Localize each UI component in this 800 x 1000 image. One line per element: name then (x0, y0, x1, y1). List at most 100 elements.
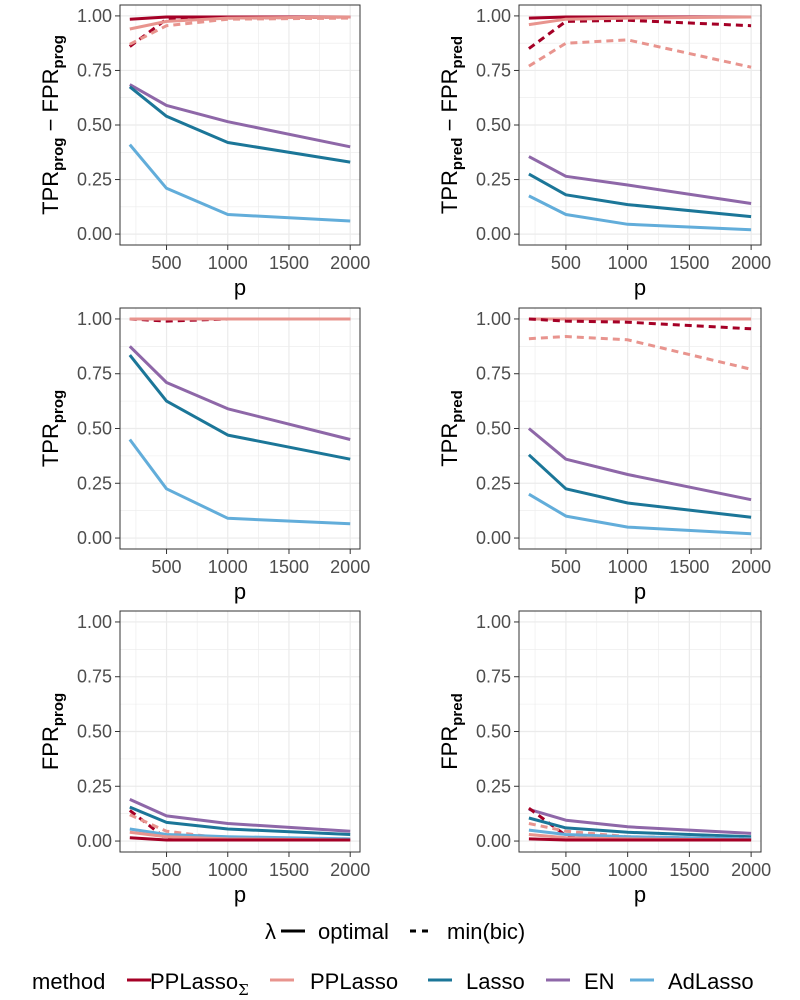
x-tick-label: 2000 (731, 253, 771, 273)
y-tick-label: 0.50 (476, 722, 511, 742)
legend-lambda-title: λ (265, 919, 276, 944)
series-en-optimal (528, 807, 752, 835)
y-tick-label: 0.00 (476, 831, 511, 851)
x-tick-label: 500 (152, 860, 182, 880)
y-label-subscript: prog (50, 138, 67, 171)
series-pplasso-optimal (528, 15, 752, 27)
x-axis-label: p (234, 882, 246, 907)
legend-method: method PPLassoΣ PPLasso Lasso EN AdLasso (32, 969, 754, 999)
legend-label-en: EN (584, 969, 615, 994)
series-en-optimal (527, 427, 752, 502)
series-lasso-optimal (128, 85, 351, 164)
y-tick-label: 0.00 (476, 224, 511, 244)
y-label-text: − FPR (437, 68, 462, 137)
y-axis-label: TPRpred − FPRpred (437, 36, 466, 214)
y-tick-label: 0.75 (476, 667, 511, 687)
panel-fpr-pred: 0.00 0.25 0.50 0.75 1.00 500 1000 1500 2000 p FPRp… (437, 610, 771, 907)
y-tick-label: 0.75 (77, 364, 112, 384)
x-tick-label: 1000 (608, 253, 648, 273)
x-tick-label: 1500 (669, 860, 709, 880)
y-tick-label: 0.75 (476, 364, 511, 384)
series-lasso-optimal (128, 354, 351, 461)
y-axis-label: TPRprog (38, 390, 67, 467)
series-lasso-optimal (528, 172, 752, 219)
y-label-text: TPR (437, 423, 462, 467)
series-adlasso-optimal (128, 143, 351, 223)
x-tick-label: 1500 (269, 860, 309, 880)
y-axis-label: TPRpred (437, 390, 466, 467)
y-label-subscript: prog (50, 390, 67, 423)
y-tick-label: 0.75 (476, 60, 511, 80)
x-tick-label: 2000 (731, 860, 771, 880)
y-axis-label: FPRprog (38, 693, 67, 770)
y-label-subscript: prog (50, 35, 67, 68)
y-tick-label: 0.00 (476, 528, 511, 548)
y-tick-label: 1.00 (77, 6, 112, 26)
x-tick-label: 2000 (330, 253, 370, 273)
y-tick-label: 0.25 (476, 170, 511, 190)
x-tick-label: 1500 (669, 253, 709, 273)
series-adlasso-optimal (528, 492, 752, 536)
legend-label-text: PPLasso (150, 969, 238, 994)
series-en-optimal (129, 83, 351, 149)
series-lasso-optimal (129, 805, 351, 836)
legend-label-text: EN (584, 969, 615, 994)
panel-tpr-prog: 0.00 0.25 0.50 0.75 1.00 500 1000 1500 2000 p TPRp… (38, 307, 370, 604)
y-label-text: FPR (437, 726, 462, 770)
y-tick-label: 0.50 (77, 115, 112, 135)
y-label-text: TPR (38, 171, 63, 215)
y-tick-label: 0.25 (476, 776, 511, 796)
y-tick-label: 0.75 (77, 667, 112, 687)
y-tick-label: 0.25 (476, 473, 511, 493)
series-pplasso-optimal (129, 15, 351, 31)
y-tick-label: 1.00 (476, 612, 511, 632)
y-tick-label: 1.00 (77, 612, 112, 632)
series-en-optimal (128, 345, 351, 441)
legend-label-pplasso: PPLasso (310, 969, 398, 994)
panel-fpr-prog: 0.00 0.25 0.50 0.75 1.00 500 1000 1500 2000 p FPRp… (38, 610, 370, 907)
y-label-text: TPR (38, 423, 63, 467)
y-tick-label: 0.25 (77, 776, 112, 796)
x-tick-label: 1500 (269, 253, 309, 273)
y-label-subscript: pred (449, 138, 466, 171)
y-tick-label: 0.00 (77, 831, 112, 851)
x-tick-label: 500 (551, 557, 581, 577)
x-axis-label: p (234, 579, 246, 604)
legend-label-minbic: min(bic) (447, 919, 525, 944)
y-label-subscript: pred (449, 390, 466, 423)
legend-lambda: λ optimal min(bic) (265, 919, 525, 944)
series-en-optimal (129, 798, 351, 833)
y-tick-label: 0.00 (77, 224, 112, 244)
series-lasso-optimal (528, 816, 752, 839)
x-tick-label: 500 (152, 557, 182, 577)
legend-method-title: method (32, 969, 105, 994)
x-tick-label: 1000 (608, 860, 648, 880)
x-tick-label: 500 (551, 860, 581, 880)
x-axis-label: p (634, 579, 646, 604)
y-axis-label: FPRpred (437, 693, 466, 770)
y-tick-label: 0.50 (476, 115, 511, 135)
y-label-text: FPR (38, 726, 63, 770)
x-axis-label: p (634, 275, 646, 300)
x-tick-label: 2000 (731, 557, 771, 577)
y-label-subscript: pred (449, 36, 466, 69)
x-tick-label: 1000 (608, 557, 648, 577)
y-label-text: TPR (437, 170, 462, 214)
y-tick-label: 0.50 (77, 419, 112, 439)
x-tick-label: 1000 (208, 253, 248, 273)
x-axis-label: p (234, 275, 246, 300)
y-tick-label: 0.00 (77, 528, 112, 548)
y-axis-label: TPRprog − FPRprog (38, 35, 67, 215)
series-lasso-optimal (527, 453, 752, 519)
x-tick-label: 2000 (330, 557, 370, 577)
series-pplasso-minbic (528, 335, 752, 371)
panel-tpr-pred: 0.00 0.25 0.50 0.75 1.00 500 1000 1500 2000 p TPRp… (437, 307, 771, 604)
series-pplasso-minbic (528, 38, 752, 69)
series-pplasso-sigma-minbic (528, 18, 752, 50)
y-tick-label: 0.25 (77, 473, 112, 493)
y-tick-label: 0.50 (476, 419, 511, 439)
x-tick-label: 1000 (208, 860, 248, 880)
